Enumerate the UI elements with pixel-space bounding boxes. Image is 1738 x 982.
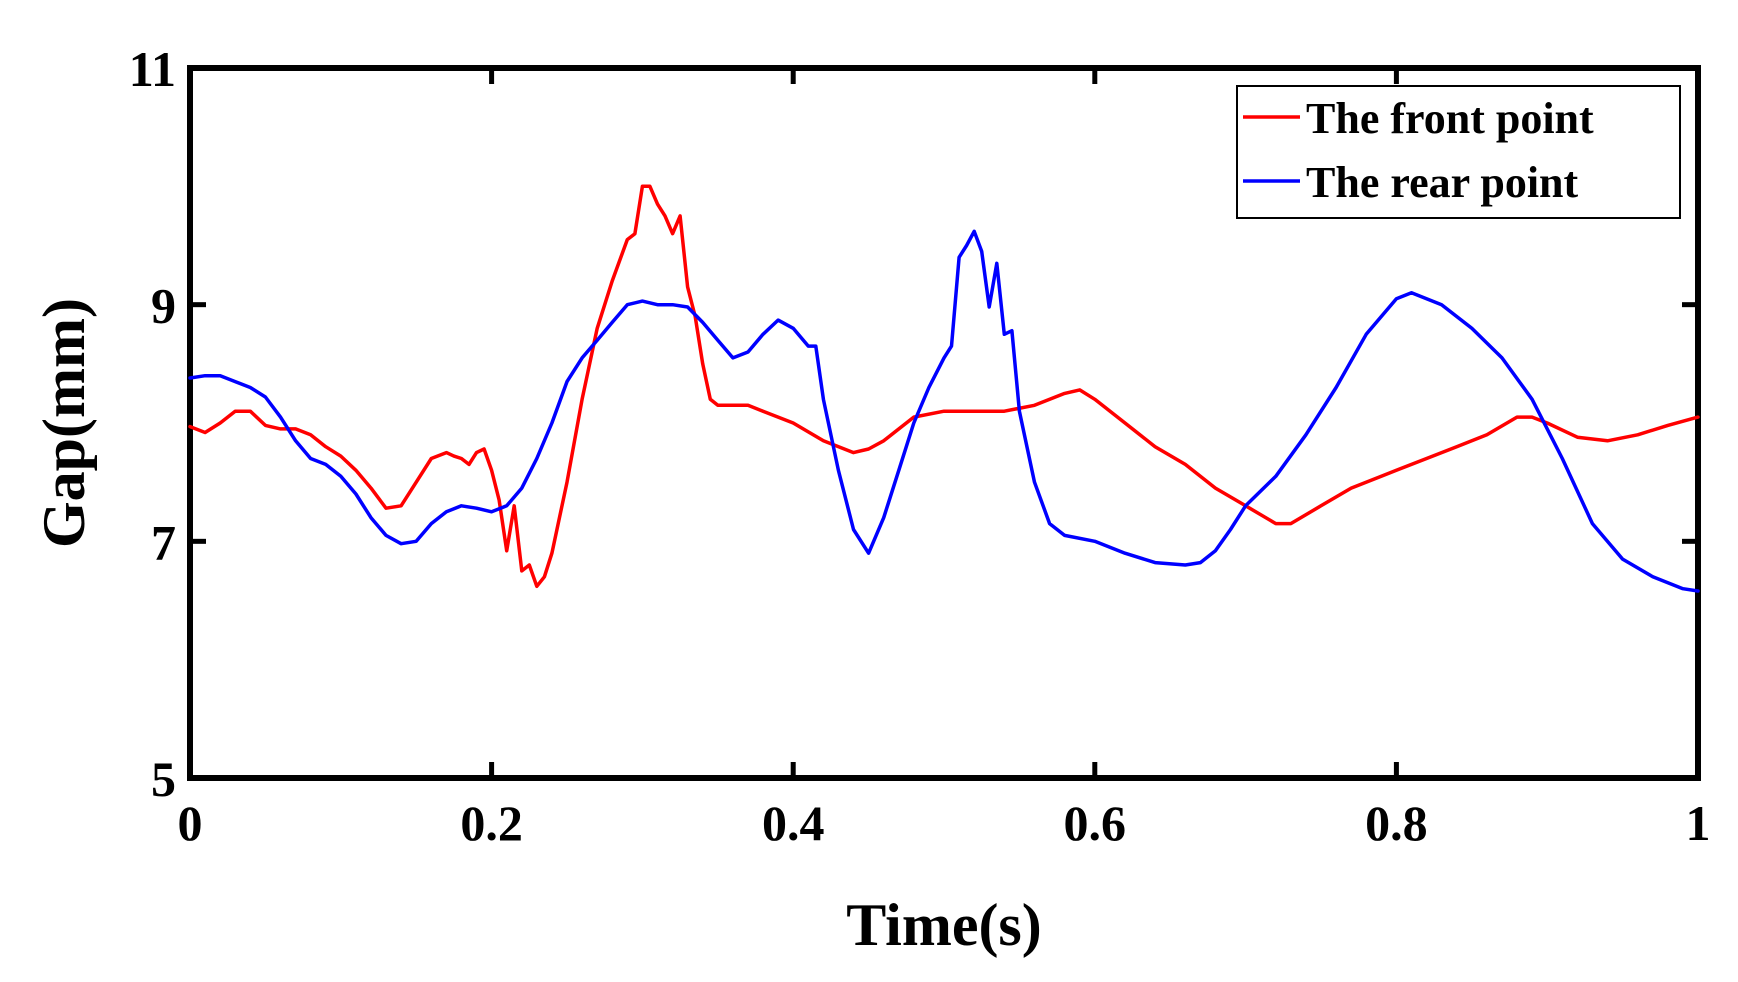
x-tick-label: 0.8 — [1365, 795, 1428, 851]
series-group — [188, 184, 1700, 593]
x-tick-label: 0.6 — [1064, 795, 1127, 851]
x-tick-label: 1 — [1686, 795, 1711, 851]
x-tick-label: 0 — [178, 795, 203, 851]
x-tick-label: 0.4 — [762, 795, 825, 851]
legend-label-rear-point: The rear point — [1306, 158, 1579, 207]
series-line-front-point — [188, 184, 1700, 589]
series-line-rear-point — [188, 229, 1700, 593]
y-tick-label: 5 — [151, 751, 176, 807]
legend-label-front-point: The front point — [1306, 94, 1594, 143]
y-tick-label: 7 — [151, 514, 176, 570]
legend: The front point The rear point — [1236, 85, 1681, 219]
x-tick-label: 0.2 — [460, 795, 523, 851]
y-tick-label: 9 — [151, 278, 176, 334]
legend-box — [1236, 85, 1681, 219]
tick-label-group: 0 0.2 0.4 0.6 0.8 1 5 7 9 11 — [129, 41, 1711, 851]
x-axis-title: Time(s) — [846, 892, 1042, 958]
y-tick-label: 11 — [129, 41, 176, 97]
plot-frame — [187, 65, 1701, 781]
tick-group — [187, 65, 1701, 781]
y-axis-title: Gap(mm) — [31, 298, 97, 548]
